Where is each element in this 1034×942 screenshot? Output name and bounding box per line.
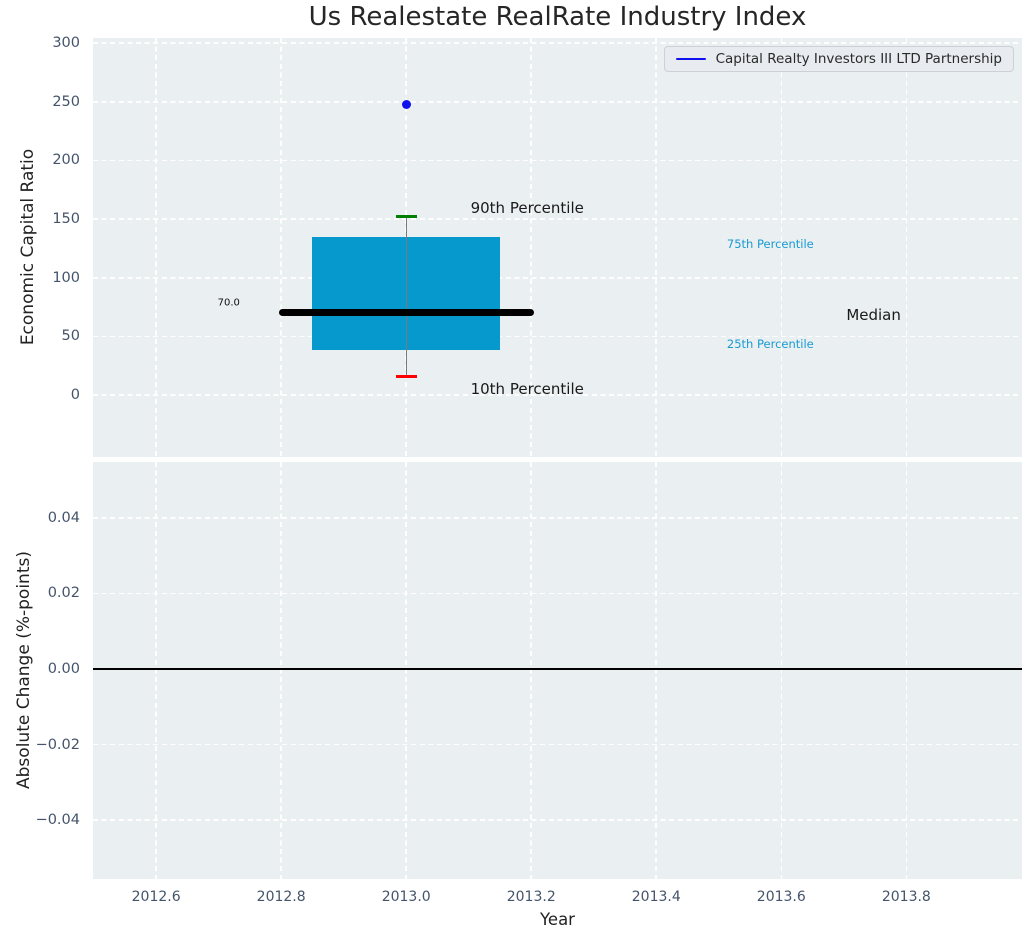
gridline-horizontal xyxy=(93,218,1022,220)
p25-label: 25th Percentile xyxy=(726,337,814,352)
top-plot-area: Capital Realty Investors III LTD Partner… xyxy=(93,38,1022,457)
gridline-vertical xyxy=(905,462,908,879)
gridline-vertical xyxy=(155,38,157,457)
gridline-vertical xyxy=(780,38,783,457)
boxplot-median-line xyxy=(278,309,534,317)
y-tick-label: 300 xyxy=(52,35,80,52)
x-tick-label: 2012.6 xyxy=(131,889,181,905)
gridline-horizontal xyxy=(93,276,1022,279)
boxplot-p10-cap xyxy=(395,374,417,378)
y-tick-label: −0.02 xyxy=(35,736,80,753)
x-tick-label: 2013.6 xyxy=(756,889,806,905)
y-tick-label: 100 xyxy=(52,269,80,286)
gridline-vertical xyxy=(655,38,658,457)
median-value-label: 70.0 xyxy=(217,297,240,309)
gridline-vertical xyxy=(905,38,908,457)
y-tick-label: 0.04 xyxy=(47,509,80,526)
x-axis-label: Year xyxy=(540,910,575,929)
gridline-horizontal xyxy=(93,159,1022,162)
chart-title: Us Realestate RealRate Industry Index xyxy=(308,2,807,32)
zero-line xyxy=(93,668,1022,670)
y-tick-label: 200 xyxy=(52,152,80,169)
median-label: Median xyxy=(846,305,901,324)
bottom-plot-area xyxy=(93,462,1022,879)
gridline-horizontal xyxy=(93,819,1022,821)
gridline-horizontal xyxy=(93,592,1022,595)
gridline-horizontal xyxy=(93,517,1022,519)
x-tick-label: 2013.0 xyxy=(381,889,431,905)
gridline-vertical xyxy=(530,462,533,879)
legend[interactable]: Capital Realty Investors III LTD Partner… xyxy=(663,46,1014,72)
boxplot-whisker-line xyxy=(405,216,407,377)
x-tick-label: 2012.8 xyxy=(256,889,306,905)
gridline-horizontal xyxy=(93,100,1022,103)
boxplot-p90-cap xyxy=(395,214,417,219)
y-tick-label: 0 xyxy=(70,387,80,404)
gridline-horizontal xyxy=(93,394,1022,396)
gridline-horizontal xyxy=(93,335,1022,338)
x-tick-label: 2013.4 xyxy=(631,889,681,905)
gridline-vertical xyxy=(530,38,533,457)
y-tick-label: 250 xyxy=(52,93,80,110)
y-tick-label: −0.04 xyxy=(35,812,80,829)
y-tick-label: 150 xyxy=(52,211,80,228)
gridline-horizontal xyxy=(93,42,1022,44)
legend-line-swatch xyxy=(675,57,706,61)
legend-label: Capital Realty Investors III LTD Partner… xyxy=(715,51,1002,67)
p90-label: 90th Percentile xyxy=(470,198,584,217)
gridline-vertical xyxy=(780,462,783,879)
gridline-vertical xyxy=(655,462,658,879)
y-tick-label: 0.00 xyxy=(47,660,80,677)
gridline-vertical xyxy=(405,462,407,879)
x-tick-label: 2013.2 xyxy=(506,889,556,905)
gridline-horizontal xyxy=(93,743,1022,746)
p75-label: 75th Percentile xyxy=(726,236,814,251)
p10-label: 10th Percentile xyxy=(470,380,584,399)
company-data-point[interactable] xyxy=(401,99,411,109)
x-tick-label: 2013.8 xyxy=(881,889,931,905)
y-axis-label-top: Economic Capital Ratio xyxy=(18,148,38,346)
y-tick-label: 0.02 xyxy=(47,585,80,602)
gridline-vertical xyxy=(155,462,157,879)
gridline-vertical xyxy=(280,462,282,879)
y-tick-label: 50 xyxy=(61,328,80,345)
gridline-vertical xyxy=(280,38,282,457)
